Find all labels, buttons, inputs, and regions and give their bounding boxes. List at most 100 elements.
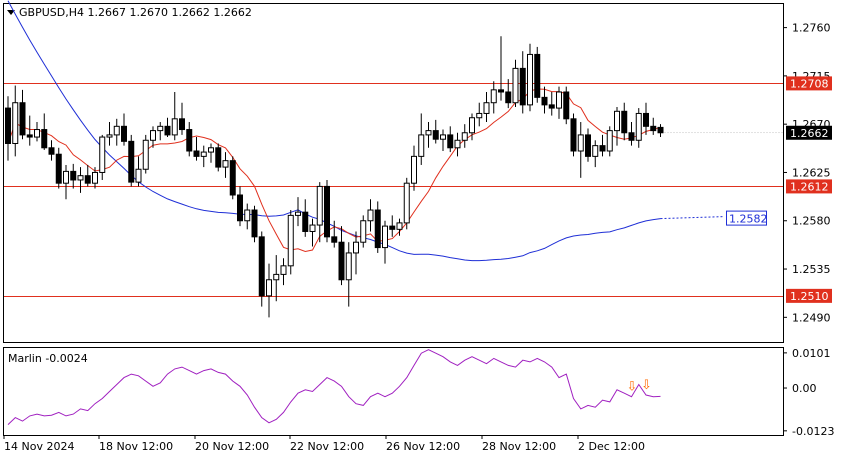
time-tick-label: 20 Nov 12:00 (195, 440, 269, 453)
candle-body-bull (316, 185, 323, 226)
candle-body-bull (614, 110, 620, 132)
candle (121, 113, 127, 146)
candle (41, 113, 48, 150)
time-tick-label: 22 Nov 12:00 (290, 440, 364, 453)
candle-body-bull (200, 151, 207, 157)
candle (34, 122, 40, 142)
candle-body-bear (331, 236, 338, 243)
candle (150, 126, 156, 148)
candle-body-bull (345, 252, 352, 281)
candle (338, 226, 345, 286)
candle (577, 122, 584, 178)
candle-body-bear (628, 132, 635, 141)
candle-body-bull (273, 273, 280, 281)
candle-body-bear (70, 170, 77, 181)
candle (599, 134, 606, 157)
candle (469, 113, 475, 141)
price-tick-label: 1.2580 (792, 215, 831, 228)
candle-body-bull (208, 147, 214, 153)
candle (505, 79, 512, 109)
candle (142, 134, 149, 174)
indicator-tick-label: -0.0123 (792, 425, 834, 438)
candle (258, 231, 265, 307)
candle (26, 115, 33, 146)
time-axis-ticks: 14 Nov 2024 18 Nov 12:00 20 Nov 12:00 22 No… (3, 435, 645, 453)
candle (331, 220, 338, 248)
slow-ma-value-label: 1.2582 (729, 213, 768, 226)
candle-body-bull (295, 211, 301, 216)
candle (157, 122, 164, 141)
candle (280, 258, 287, 286)
candle-body-bear (389, 225, 396, 230)
indicator-tick-label: 0.00 (792, 382, 817, 395)
symbol-dropdown-arrow[interactable] (7, 10, 15, 15)
level-price-label-bg (786, 179, 832, 194)
candle-body-bear (128, 140, 135, 183)
marlin-line (7, 349, 661, 425)
candle (63, 164, 69, 200)
candle-body-bull (309, 224, 316, 232)
candle (266, 263, 272, 318)
candle-body-bear (599, 145, 606, 152)
candle-body-bull (99, 136, 106, 173)
candle (382, 220, 388, 264)
candle-body-bull (461, 132, 468, 141)
price-tick-label: 1.2535 (792, 263, 831, 276)
candle-body-bear (548, 104, 555, 109)
candle (84, 164, 91, 187)
candle-body-bull (512, 67, 519, 104)
candle (316, 182, 323, 243)
candle (229, 156, 236, 200)
candle-body-bull (403, 182, 410, 224)
candle (374, 201, 381, 253)
horizontal-levels (4, 83, 783, 297)
candle-body-bull (396, 222, 403, 230)
candle-body-bear (541, 96, 548, 106)
candle (345, 242, 352, 307)
candle (5, 96, 11, 161)
candle (208, 143, 214, 163)
candle (447, 126, 454, 153)
candle (186, 122, 193, 157)
indicator-readout: Marlin -0.0024 (8, 352, 88, 365)
candle (171, 91, 178, 141)
candle (432, 119, 439, 144)
candle (556, 86, 562, 119)
candle-body-bull (454, 139, 461, 149)
candle (650, 117, 657, 135)
candle-body-bull (266, 279, 272, 297)
candle-body-bear (570, 118, 577, 152)
candle (519, 51, 526, 114)
candle-body-bull (171, 118, 178, 136)
time-tick-label: 26 Nov 12:00 (386, 440, 460, 453)
symbol-readout: GBPUSD,H4 1.2667 1.2670 1.2662 1.2662 (19, 6, 252, 19)
candle-body-bear (48, 147, 55, 155)
candle-body-bear (19, 102, 26, 136)
candle-body-bull (418, 134, 425, 157)
candle (324, 179, 330, 243)
candle-body-bear (585, 134, 591, 157)
candle-body-bull (135, 168, 142, 183)
candle-body-bull (592, 145, 599, 157)
candle (309, 218, 316, 247)
slow-ma-value-box (726, 210, 767, 226)
candle-body-bull (280, 265, 287, 275)
level-price-label: 1.2708 (790, 77, 829, 90)
candle (251, 205, 258, 243)
candle (411, 145, 417, 191)
candle (287, 210, 294, 275)
level-price-label-bg (786, 288, 832, 303)
candle-body-bull (556, 91, 562, 109)
candle (237, 186, 243, 227)
price-tick-label: 1.2760 (792, 22, 831, 35)
signal-arrow-icon: ⇩ (641, 378, 652, 393)
candle (244, 203, 251, 230)
candle-body-bull (483, 102, 490, 114)
candle (164, 117, 171, 138)
slow-ma-projection (660, 216, 725, 220)
candle-body-bull (150, 130, 156, 141)
candle-body-bear (164, 125, 171, 136)
candle-body-bull (222, 160, 229, 168)
candle-body-bear (505, 91, 512, 104)
candle (614, 107, 620, 146)
